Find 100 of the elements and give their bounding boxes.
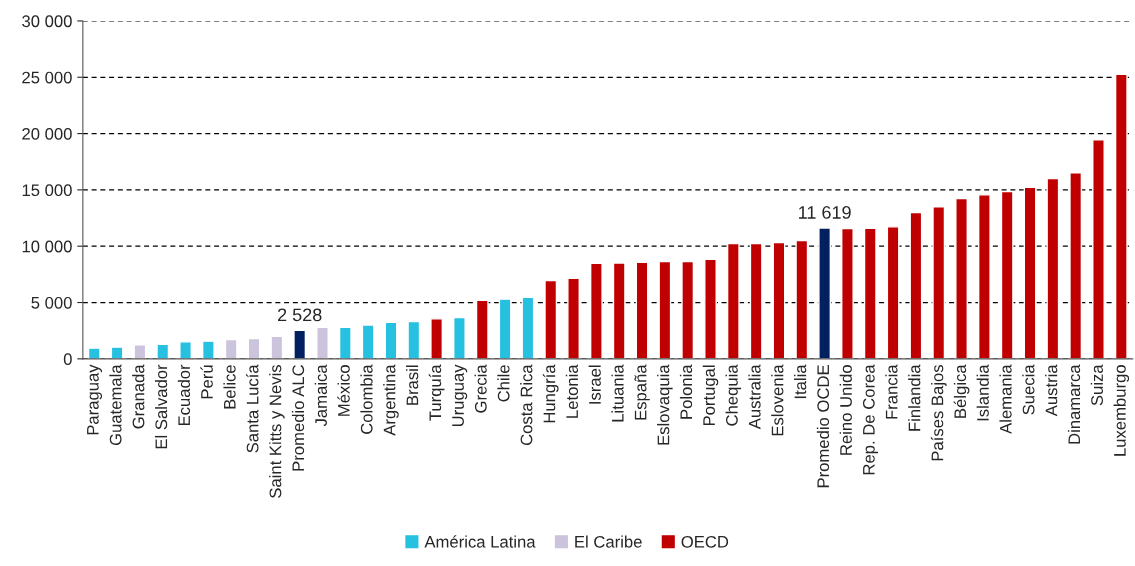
x-tick-label: Saint Kitts y Nevis — [269, 365, 285, 498]
y-tick-label: 20 000 — [22, 127, 72, 140]
bar — [841, 227, 854, 359]
x-tick-label: Islandia — [976, 364, 989, 421]
x-tick-label: Guatemala — [109, 364, 122, 446]
x-tick-label: Uruguay — [452, 364, 468, 427]
legend-label: América Latina — [424, 535, 536, 548]
x-tick-label: Grecia — [474, 364, 487, 413]
y-tick-label: 15 000 — [22, 184, 72, 197]
y-tick-label: 10 000 — [22, 240, 72, 253]
bar — [156, 343, 170, 359]
x-tick-label: Paraguay — [87, 364, 103, 435]
x-tick-label: Países Bajos — [930, 365, 947, 461]
bar — [293, 329, 307, 359]
bar — [498, 298, 512, 359]
y-tick-label: 30 000 — [22, 15, 72, 28]
x-tick-label: Italia — [794, 364, 807, 399]
x-tick-label: Chile — [497, 365, 510, 402]
data-label: 11 619 — [799, 206, 851, 219]
x-tick-label: Promedio ALC — [291, 365, 305, 471]
x-tick-label: Polonia — [679, 364, 693, 419]
bar — [818, 227, 832, 359]
bar — [932, 206, 946, 359]
bar — [658, 260, 672, 359]
x-tick-label: Promedio OCDE — [816, 365, 830, 488]
x-tick-label: Finlandia — [908, 364, 921, 431]
x-tick-label: Rep. De Corea — [862, 364, 879, 475]
bar — [407, 320, 421, 359]
bar — [1046, 177, 1060, 359]
x-tick-label: Eslovaquia — [657, 364, 673, 445]
bar — [955, 197, 968, 359]
x-tick-label: Eslovenia — [771, 364, 784, 436]
x-tick-label: Granada — [132, 364, 145, 429]
bar — [430, 318, 444, 359]
bar — [772, 241, 786, 359]
bar — [681, 260, 695, 359]
x-tick-label: España — [634, 364, 650, 420]
x-tick-label: Letonia — [565, 364, 579, 418]
bar — [726, 242, 740, 359]
x-tick-label: Luxemburgo — [1113, 365, 1130, 456]
x-tick-label: Francia — [885, 364, 898, 419]
bar — [224, 338, 238, 359]
data-label: 2 528 — [278, 308, 322, 322]
x-tick-label: Costa Rica — [520, 364, 533, 446]
x-tick-label: México — [337, 365, 350, 416]
bar — [886, 226, 900, 359]
bar — [1092, 139, 1105, 359]
bar — [270, 335, 284, 359]
x-tick-label: Argentina — [383, 364, 399, 436]
y-tick-label: 0 — [63, 353, 72, 366]
x-tick-label: Dinamarca — [1067, 364, 1081, 444]
x-tick-label: Santa Lucía — [246, 364, 259, 453]
x-tick-label: Bélgica — [953, 364, 970, 418]
bar — [475, 299, 489, 359]
bar — [110, 346, 124, 359]
x-tick-label: Alemania — [999, 364, 1012, 434]
x-tick-label: Colombia — [360, 364, 373, 434]
bar — [201, 340, 215, 359]
x-tick-label: Jamaica — [314, 364, 327, 427]
x-tick-label: Suecia — [1022, 364, 1035, 415]
x-tick-label: Israel — [588, 365, 601, 404]
bar — [1023, 186, 1037, 359]
legend-label: El Caribe — [575, 535, 642, 548]
bar — [316, 326, 329, 359]
bar — [704, 258, 717, 359]
bar — [384, 321, 398, 359]
bar — [909, 211, 923, 359]
bar — [1069, 172, 1083, 359]
bar — [521, 296, 535, 359]
bar — [453, 316, 466, 359]
x-tick-label: Belice — [223, 365, 236, 409]
bar — [863, 227, 877, 359]
bar — [179, 341, 192, 359]
bar — [795, 239, 809, 359]
y-tick-label: 5 000 — [31, 296, 72, 309]
bar — [87, 347, 101, 359]
bar — [338, 326, 352, 359]
x-tick-label: Brasil — [406, 365, 419, 405]
bar — [635, 261, 649, 359]
x-tick-label: Hungría — [542, 364, 559, 423]
x-tick-label: Ecuador — [177, 364, 191, 426]
bar — [133, 344, 147, 359]
bar — [544, 279, 558, 359]
x-tick-label: Chequia — [725, 364, 742, 426]
x-tick-label: Portugal — [702, 365, 719, 426]
legend-label: OECD — [681, 535, 729, 548]
bar — [1114, 73, 1128, 359]
x-tick-label: Perú — [200, 365, 213, 399]
bar — [361, 324, 375, 359]
x-tick-label: Suiza — [1090, 364, 1103, 406]
y-tick-label: 25 000 — [22, 71, 72, 84]
x-tick-label: Reino Unido — [839, 365, 852, 455]
bar — [749, 242, 763, 359]
x-tick-label: Lituania — [611, 364, 624, 422]
bar — [1000, 190, 1014, 359]
bar — [977, 194, 991, 359]
bar — [567, 277, 580, 359]
bar — [247, 337, 261, 359]
x-tick-label: El Salvador — [154, 364, 168, 449]
x-tick-label: Australia — [748, 364, 761, 430]
